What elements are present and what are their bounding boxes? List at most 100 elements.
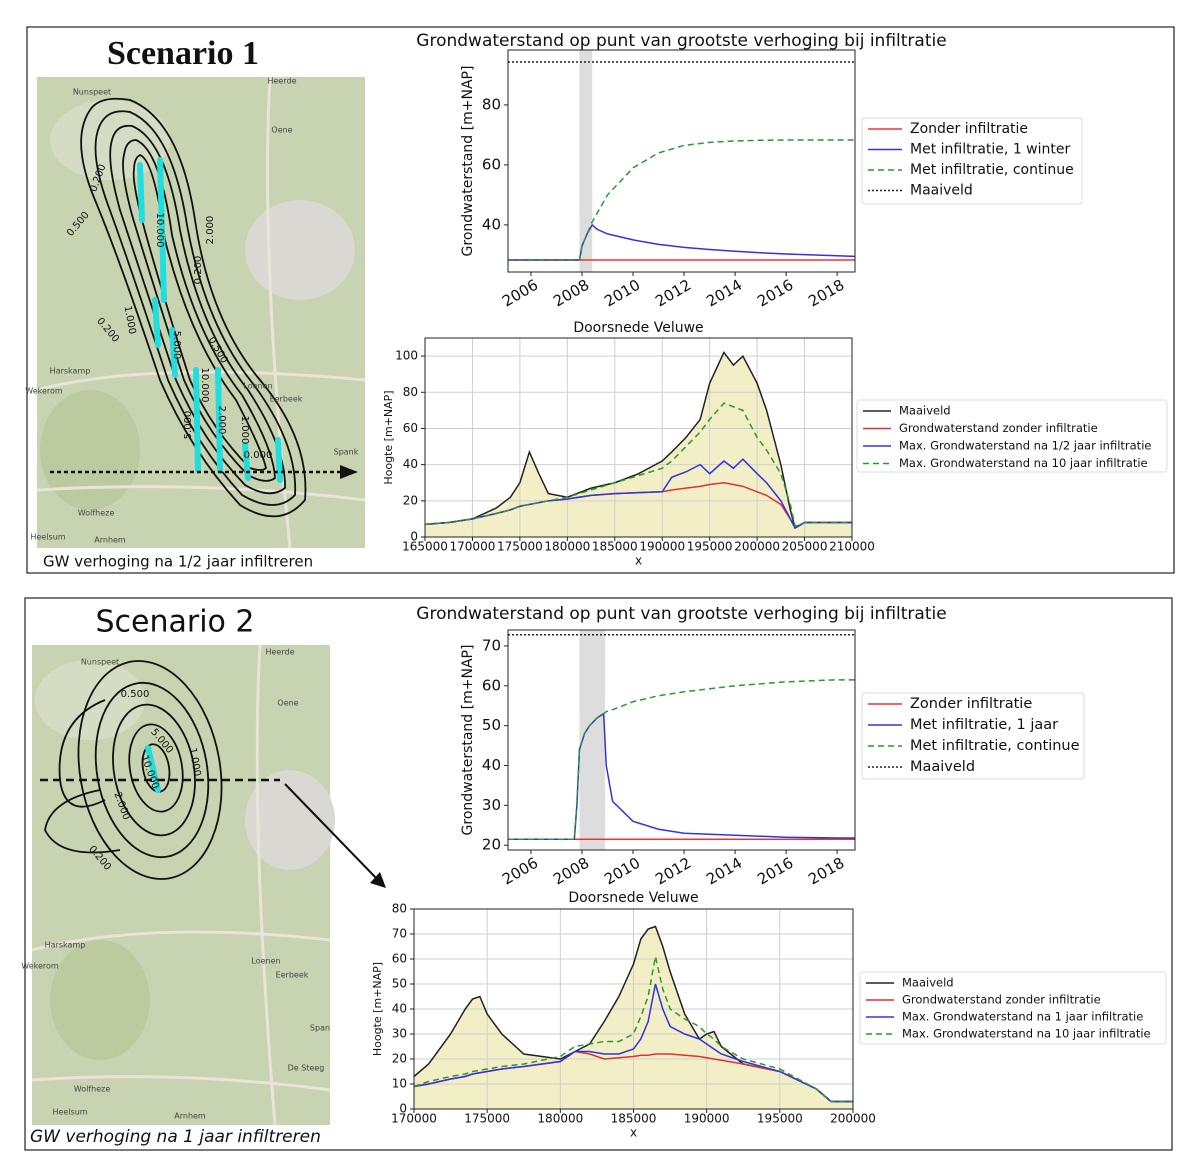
area: [425, 352, 852, 537]
x-tick-label: 2010: [601, 854, 643, 889]
y-tick-label: 70: [482, 636, 501, 654]
x-tick-label: 175000: [497, 540, 543, 554]
x-tick-label: 2018: [805, 854, 847, 889]
place-label: Heelsum: [30, 533, 65, 542]
y-tick-label: 40: [482, 756, 501, 774]
legend-label: Maaiveld: [902, 976, 954, 990]
place-label: Spank: [334, 448, 359, 457]
contour-label: 10.000: [199, 368, 210, 403]
series-line: [413, 983, 853, 1103]
x-tick-label: 2014: [703, 276, 745, 311]
x-tick-label: 2006: [499, 854, 541, 889]
y-tick-label: 40: [403, 457, 418, 471]
y-tick-label: 20: [482, 836, 501, 854]
legend-label: Maaiveld: [910, 183, 973, 199]
series-line: [424, 402, 852, 528]
y-tick-label: 30: [482, 796, 501, 814]
x-axis-label: x: [630, 1126, 637, 1140]
y-tick-label: 40: [482, 215, 501, 233]
x-tick-label: 165000: [402, 540, 448, 554]
panel-title: Scenario 2: [95, 605, 254, 640]
y-tick-label: 20: [403, 493, 418, 507]
y-tick-label: 60: [482, 676, 501, 694]
contour-label: 1.000: [239, 416, 250, 445]
place-label: Heelsum: [52, 1108, 87, 1117]
contour-label: 5.000: [171, 331, 182, 360]
y-tick-label: 20: [392, 1052, 407, 1066]
x-tick-label: 175000: [464, 1112, 510, 1126]
y-tick-label: 80: [482, 95, 501, 113]
legend-label: Max. Grondwaterstand na 1/2 jaar infiltr…: [899, 439, 1151, 453]
x-tick-label: 2008: [550, 276, 592, 311]
x-tick-label: 170000: [450, 540, 496, 554]
legend-label: Grondwaterstand zonder infiltratie: [899, 421, 1098, 435]
y-tick-label: 100: [395, 349, 418, 363]
series-line: [508, 679, 855, 840]
contour-label: 0.500: [121, 689, 150, 700]
y-tick-label: 60: [403, 421, 418, 435]
y-tick-label: 80: [392, 902, 407, 916]
y-tick-label: 30: [392, 1027, 407, 1041]
y-tick-label: 70: [392, 927, 407, 941]
shaded-span: [579, 630, 605, 850]
place-label: Heerde: [267, 77, 296, 86]
place-label: Loenen: [251, 957, 280, 966]
x-tick-label: 205000: [782, 540, 828, 554]
x-tick-label: 185000: [611, 1112, 657, 1126]
legend-label: Maaiveld: [910, 759, 975, 775]
place-label: Wekerom: [21, 962, 59, 971]
map: [36, 76, 366, 549]
y-tick-label: 0: [399, 1102, 407, 1116]
legend-label: Met infiltratie, 1 winter: [910, 142, 1070, 158]
legend-label: Zonder infiltratie: [910, 696, 1032, 712]
place-label: Heerde: [265, 648, 294, 657]
place-label: Harskamp: [45, 941, 86, 950]
series-line: [413, 956, 853, 1103]
y-tick-label: 60: [392, 952, 407, 966]
place-label: Wolfheze: [78, 509, 115, 518]
y-axis-label: Hoogte [m+NAP]: [382, 390, 395, 484]
y-tick-label: 0: [410, 530, 418, 544]
legend-box: [856, 399, 1168, 473]
contour-label: 5.000: [183, 411, 194, 440]
plot-frame: [413, 908, 854, 1110]
place-label: Loenen: [243, 382, 272, 391]
place-label: Wolfheze: [74, 1085, 111, 1094]
place-label: De Steeg: [288, 1064, 325, 1073]
place-label: Oene: [277, 699, 298, 708]
x-tick-label: 2006: [499, 276, 541, 311]
legend-label: Grondwaterstand zonder infiltratie: [902, 993, 1101, 1007]
x-tick-label: 195000: [757, 1112, 803, 1126]
x-tick-label: 195000: [687, 540, 733, 554]
x-tick-label: 200000: [830, 1112, 876, 1126]
x-tick-label: 2010: [601, 276, 643, 311]
panel-title: Scenario 1: [107, 35, 259, 72]
contour-label: 1.000: [187, 747, 203, 777]
place-label: Arnhem: [94, 536, 126, 545]
series-line: [508, 139, 855, 261]
x-tick-label: 2012: [652, 854, 694, 889]
legend-label: Zonder infiltratie: [910, 121, 1028, 137]
place-label: Eerbeek: [276, 971, 309, 980]
contour-label: 1.000: [122, 305, 138, 335]
y-tick-label: 40: [392, 1002, 407, 1016]
series-line: [508, 712, 855, 840]
place-label: Wekerom: [25, 387, 63, 396]
x-tick-label: 2008: [550, 854, 592, 889]
x-tick-label: 180000: [544, 540, 590, 554]
x-tick-label: 2018: [805, 276, 847, 311]
legend-label: Met infiltratie, 1 jaar: [910, 717, 1058, 733]
legend-label: Met infiltratie, continue: [910, 738, 1080, 754]
chart-title: Doorsnede Veluwe: [568, 890, 698, 906]
chart-title: Grondwaterstand op punt van grootste ver…: [416, 31, 946, 51]
place-label: Span: [310, 1024, 330, 1033]
map-caption: GW verhoging na 1 jaar infiltreren: [30, 1127, 321, 1147]
legend-box: [861, 117, 1083, 205]
x-tick-label: 2014: [703, 854, 745, 889]
chart-title: Doorsnede Veluwe: [573, 320, 703, 336]
x-tick-label: 185000: [592, 540, 638, 554]
y-tick-label: 60: [482, 155, 501, 173]
map: [31, 644, 386, 1126]
series-line: [508, 223, 856, 261]
